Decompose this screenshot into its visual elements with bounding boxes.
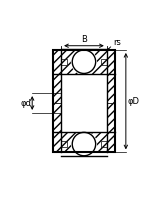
Text: φd: φd bbox=[21, 99, 32, 108]
Bar bbox=[61, 132, 107, 152]
Bar bbox=[53, 103, 61, 152]
Circle shape bbox=[72, 132, 96, 156]
Bar bbox=[107, 50, 115, 103]
Bar bbox=[61, 141, 67, 147]
Bar bbox=[101, 59, 107, 65]
Bar bbox=[107, 103, 115, 152]
Circle shape bbox=[71, 131, 97, 157]
Bar bbox=[53, 50, 61, 103]
Circle shape bbox=[71, 49, 97, 75]
Bar bbox=[53, 50, 115, 152]
Bar bbox=[101, 141, 107, 147]
Text: rs: rs bbox=[114, 38, 121, 47]
Text: φD: φD bbox=[128, 97, 140, 106]
Circle shape bbox=[72, 50, 96, 73]
Bar bbox=[61, 50, 107, 74]
Bar bbox=[61, 59, 67, 65]
Bar bbox=[53, 50, 115, 152]
Text: B: B bbox=[81, 34, 87, 43]
